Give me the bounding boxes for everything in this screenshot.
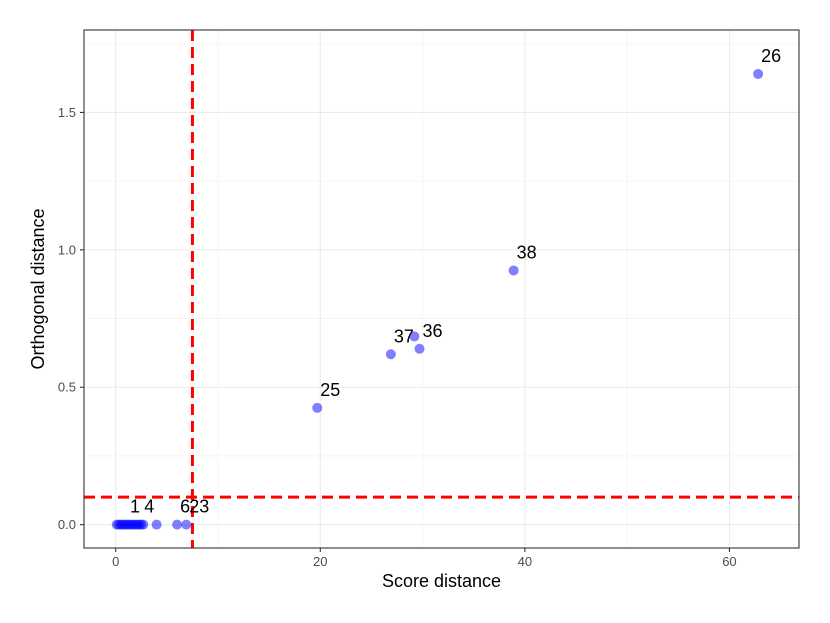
point-label: 37 — [394, 326, 414, 346]
data-point — [138, 519, 149, 530]
data-point — [172, 519, 183, 530]
point-label: 1 — [130, 497, 140, 517]
point-label: 6 — [180, 497, 190, 517]
data-point — [385, 349, 396, 360]
y-tick-label: 0.0 — [58, 517, 76, 532]
point-label: 36 — [423, 321, 443, 341]
y-tick-label: 1.0 — [58, 242, 76, 257]
data-points — [111, 68, 764, 530]
axis-ticks: 0 20 40 60 0.0 0.5 1.0 1.5 — [58, 105, 737, 569]
data-point — [414, 343, 425, 354]
grid-lines — [84, 30, 799, 548]
point-label: 25 — [320, 380, 340, 400]
y-tick-label: 0.5 — [58, 380, 76, 395]
x-tick-label: 40 — [518, 554, 532, 569]
point-label: 4 — [144, 497, 154, 517]
y-axis-title: Orthogonal distance — [28, 208, 48, 369]
data-point — [409, 331, 420, 342]
y-tick-label: 1.5 — [58, 105, 76, 120]
data-point — [181, 519, 192, 530]
cutoff-lines — [84, 30, 799, 548]
point-label: 38 — [517, 242, 537, 262]
data-point — [508, 265, 519, 276]
x-tick-label: 20 — [313, 554, 327, 569]
x-tick-label: 0 — [112, 554, 119, 569]
point-labels: 1 4 6 23 25 37 36 38 26 — [130, 46, 781, 517]
data-point — [312, 402, 323, 413]
x-tick-label: 60 — [722, 554, 736, 569]
plot-panel-border — [83, 29, 800, 549]
data-point — [151, 519, 162, 530]
x-axis-title: Score distance — [382, 571, 501, 591]
data-point — [753, 68, 764, 79]
point-label: 26 — [761, 46, 781, 66]
point-label: 23 — [189, 497, 209, 517]
